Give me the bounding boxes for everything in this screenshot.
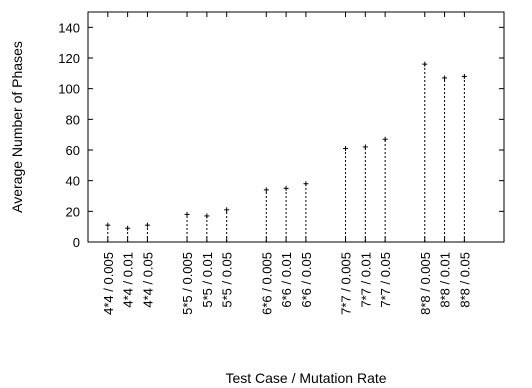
x-tick-label: 8*8 / 0.05 (457, 252, 472, 308)
x-tick-label: 7*7 / 0.01 (358, 252, 373, 308)
x-tick-label: 8*8 / 0.005 (418, 252, 433, 315)
y-axis-ticks: 0 20 40 60 80 100 120 140 (58, 20, 504, 250)
plot-frame (87, 11, 505, 243)
y-axis-label: Average Number of Phases (9, 41, 25, 213)
data-impulses (105, 61, 467, 242)
x-tick-label: 5*5 / 0.01 (200, 252, 215, 308)
y-tick-label: 60 (66, 143, 80, 158)
x-tick-label: 5*5 / 0.05 (220, 252, 235, 308)
x-tick-label: 4*4 / 0.005 (101, 252, 116, 315)
y-tick-label: 100 (58, 82, 80, 97)
x-tick-label: 8*8 / 0.01 (438, 252, 453, 308)
x-tick-label: 4*4 / 0.01 (121, 252, 136, 308)
x-tick-label: 6*6 / 0.01 (279, 252, 294, 308)
y-tick-label: 0 (73, 235, 80, 250)
y-tick-label: 80 (66, 112, 80, 127)
x-tick-label: 5*5 / 0.005 (180, 252, 195, 315)
y-tick-label: 20 (66, 204, 80, 219)
y-tick-label: 120 (58, 51, 80, 66)
x-tick-label: 7*7 / 0.005 (339, 252, 354, 315)
y-tick-label: 140 (58, 20, 80, 35)
x-axis-label: Test Case / Mutation Rate (225, 370, 386, 386)
x-tick-label: 4*4 / 0.05 (140, 252, 155, 308)
y-tick-label: 40 (66, 174, 80, 189)
x-tick-label: 6*6 / 0.005 (259, 252, 274, 315)
x-tick-label: 7*7 / 0.05 (378, 252, 393, 308)
x-axis-ticks: 4*4 / 0.005 4*4 / 0.01 4*4 / 0.05 5*5 / 0.0… (101, 12, 472, 315)
x-tick-label: 6*6 / 0.05 (299, 252, 314, 308)
